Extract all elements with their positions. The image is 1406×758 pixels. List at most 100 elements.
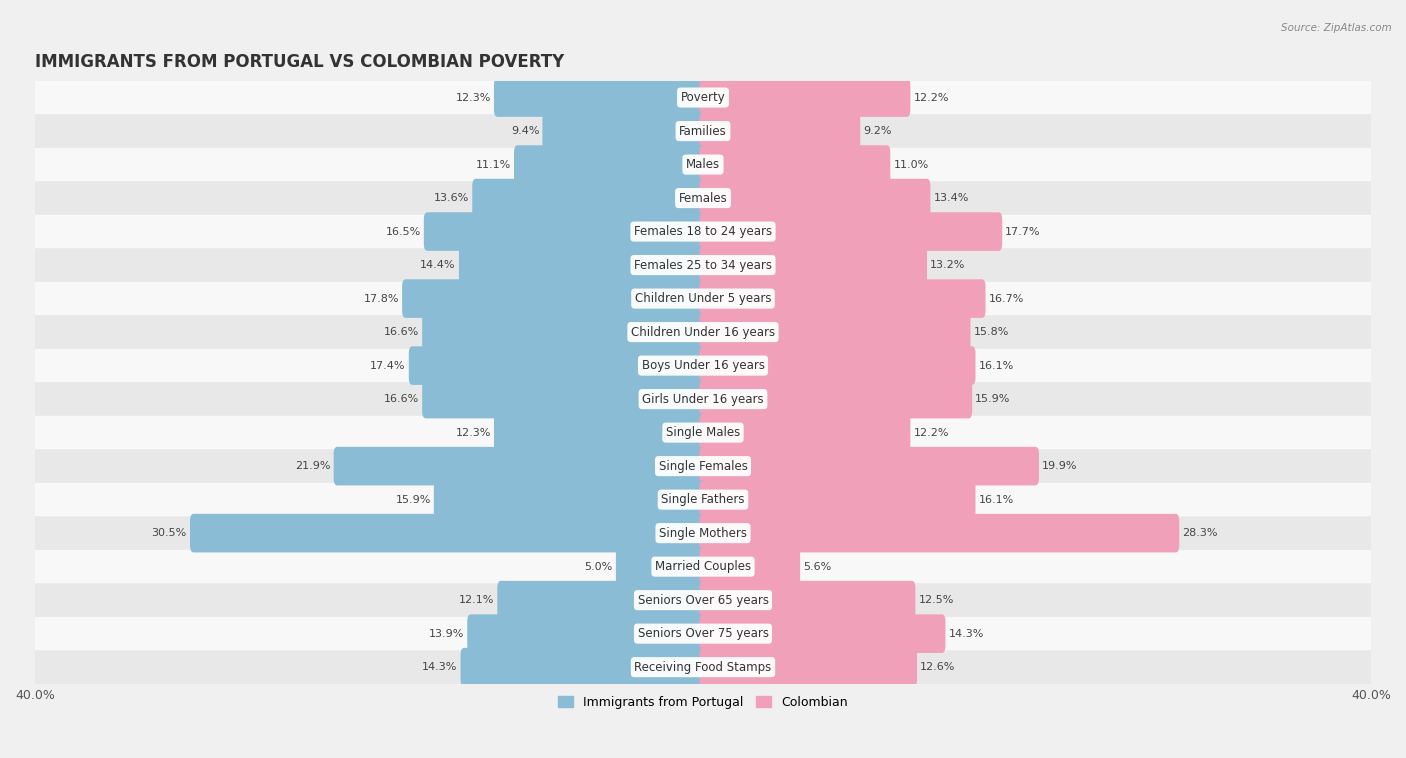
FancyBboxPatch shape	[699, 413, 910, 452]
Text: 13.2%: 13.2%	[931, 260, 966, 270]
Text: Seniors Over 65 years: Seniors Over 65 years	[637, 594, 769, 606]
FancyBboxPatch shape	[190, 514, 707, 553]
Text: Seniors Over 75 years: Seniors Over 75 years	[637, 627, 769, 641]
Text: Single Mothers: Single Mothers	[659, 527, 747, 540]
FancyBboxPatch shape	[35, 617, 1371, 650]
Text: 15.8%: 15.8%	[973, 327, 1010, 337]
FancyBboxPatch shape	[699, 146, 890, 184]
Text: 30.5%: 30.5%	[152, 528, 187, 538]
Text: 9.4%: 9.4%	[510, 126, 540, 136]
Text: Children Under 5 years: Children Under 5 years	[634, 292, 772, 305]
Text: Females: Females	[679, 192, 727, 205]
FancyBboxPatch shape	[699, 346, 976, 385]
Text: Single Males: Single Males	[666, 426, 740, 439]
FancyBboxPatch shape	[35, 550, 1371, 584]
FancyBboxPatch shape	[35, 416, 1371, 449]
FancyBboxPatch shape	[543, 111, 707, 150]
Text: 12.3%: 12.3%	[456, 92, 491, 102]
Text: Single Females: Single Females	[658, 459, 748, 473]
FancyBboxPatch shape	[699, 446, 1039, 485]
FancyBboxPatch shape	[35, 516, 1371, 550]
FancyBboxPatch shape	[35, 584, 1371, 617]
Text: 14.4%: 14.4%	[420, 260, 456, 270]
FancyBboxPatch shape	[35, 215, 1371, 249]
Text: 12.5%: 12.5%	[918, 595, 953, 605]
Text: 13.9%: 13.9%	[429, 628, 464, 639]
FancyBboxPatch shape	[409, 346, 707, 385]
Text: 16.1%: 16.1%	[979, 361, 1014, 371]
FancyBboxPatch shape	[423, 212, 707, 251]
Text: Married Couples: Married Couples	[655, 560, 751, 573]
Text: 5.6%: 5.6%	[803, 562, 831, 572]
Text: Girls Under 16 years: Girls Under 16 years	[643, 393, 763, 406]
FancyBboxPatch shape	[35, 382, 1371, 416]
FancyBboxPatch shape	[402, 279, 707, 318]
FancyBboxPatch shape	[35, 249, 1371, 282]
FancyBboxPatch shape	[35, 282, 1371, 315]
FancyBboxPatch shape	[467, 614, 707, 653]
Text: 28.3%: 28.3%	[1182, 528, 1218, 538]
Text: 17.7%: 17.7%	[1005, 227, 1040, 236]
Text: Females 25 to 34 years: Females 25 to 34 years	[634, 258, 772, 271]
FancyBboxPatch shape	[494, 78, 707, 117]
Text: 13.4%: 13.4%	[934, 193, 969, 203]
Text: 16.7%: 16.7%	[988, 293, 1024, 304]
Text: 16.6%: 16.6%	[384, 327, 419, 337]
FancyBboxPatch shape	[35, 449, 1371, 483]
FancyBboxPatch shape	[35, 650, 1371, 684]
Text: Children Under 16 years: Children Under 16 years	[631, 326, 775, 339]
FancyBboxPatch shape	[699, 547, 800, 586]
Text: 12.2%: 12.2%	[914, 428, 949, 437]
Text: 12.2%: 12.2%	[914, 92, 949, 102]
FancyBboxPatch shape	[35, 349, 1371, 382]
FancyBboxPatch shape	[515, 146, 707, 184]
Text: 21.9%: 21.9%	[295, 461, 330, 471]
Text: 19.9%: 19.9%	[1042, 461, 1077, 471]
FancyBboxPatch shape	[35, 148, 1371, 181]
FancyBboxPatch shape	[699, 246, 927, 284]
Text: 9.2%: 9.2%	[863, 126, 891, 136]
Text: 17.4%: 17.4%	[370, 361, 406, 371]
FancyBboxPatch shape	[699, 581, 915, 619]
Text: Poverty: Poverty	[681, 91, 725, 104]
FancyBboxPatch shape	[699, 481, 976, 519]
Text: 16.1%: 16.1%	[979, 495, 1014, 505]
Text: 15.9%: 15.9%	[395, 495, 430, 505]
Text: 12.6%: 12.6%	[920, 662, 956, 672]
Text: IMMIGRANTS FROM PORTUGAL VS COLOMBIAN POVERTY: IMMIGRANTS FROM PORTUGAL VS COLOMBIAN PO…	[35, 53, 564, 71]
FancyBboxPatch shape	[699, 514, 1180, 553]
FancyBboxPatch shape	[699, 279, 986, 318]
Text: 16.6%: 16.6%	[384, 394, 419, 404]
FancyBboxPatch shape	[422, 313, 707, 352]
FancyBboxPatch shape	[422, 380, 707, 418]
Text: 14.3%: 14.3%	[949, 628, 984, 639]
Text: 5.0%: 5.0%	[585, 562, 613, 572]
Text: 17.8%: 17.8%	[364, 293, 399, 304]
FancyBboxPatch shape	[35, 315, 1371, 349]
FancyBboxPatch shape	[699, 78, 910, 117]
Text: Females 18 to 24 years: Females 18 to 24 years	[634, 225, 772, 238]
Text: 13.6%: 13.6%	[434, 193, 470, 203]
FancyBboxPatch shape	[434, 481, 707, 519]
Text: 11.1%: 11.1%	[475, 159, 510, 170]
Text: 12.3%: 12.3%	[456, 428, 491, 437]
FancyBboxPatch shape	[699, 380, 972, 418]
FancyBboxPatch shape	[35, 181, 1371, 215]
FancyBboxPatch shape	[35, 81, 1371, 114]
FancyBboxPatch shape	[472, 179, 707, 218]
Text: Males: Males	[686, 158, 720, 171]
FancyBboxPatch shape	[333, 446, 707, 485]
Text: 16.5%: 16.5%	[385, 227, 420, 236]
FancyBboxPatch shape	[699, 614, 945, 653]
FancyBboxPatch shape	[616, 547, 707, 586]
FancyBboxPatch shape	[699, 212, 1002, 251]
FancyBboxPatch shape	[699, 179, 931, 218]
Text: 15.9%: 15.9%	[976, 394, 1011, 404]
FancyBboxPatch shape	[458, 246, 707, 284]
Text: Source: ZipAtlas.com: Source: ZipAtlas.com	[1281, 23, 1392, 33]
Text: 14.3%: 14.3%	[422, 662, 457, 672]
FancyBboxPatch shape	[699, 111, 860, 150]
Text: Families: Families	[679, 124, 727, 137]
Text: 11.0%: 11.0%	[893, 159, 928, 170]
Text: 12.1%: 12.1%	[458, 595, 495, 605]
